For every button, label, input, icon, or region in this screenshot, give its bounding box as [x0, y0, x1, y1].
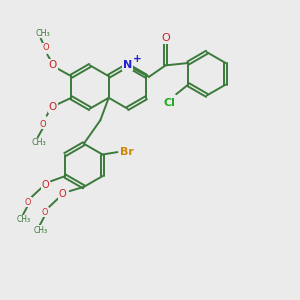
Text: CH₃: CH₃ — [17, 215, 31, 224]
Text: O: O — [59, 189, 67, 200]
Text: CH₃: CH₃ — [35, 28, 50, 38]
Text: O: O — [42, 208, 48, 217]
Text: +: + — [133, 54, 141, 64]
Text: O: O — [43, 44, 50, 52]
Text: O: O — [40, 120, 46, 129]
Text: CH₃: CH₃ — [33, 226, 47, 235]
Text: N: N — [123, 60, 132, 70]
Text: O: O — [161, 33, 170, 43]
Text: CH₃: CH₃ — [32, 138, 46, 147]
Text: Cl: Cl — [164, 98, 175, 108]
Text: O: O — [49, 60, 57, 70]
Text: O: O — [49, 102, 57, 112]
Text: Br: Br — [120, 147, 134, 157]
Text: O: O — [41, 179, 49, 190]
Text: O: O — [25, 198, 31, 207]
